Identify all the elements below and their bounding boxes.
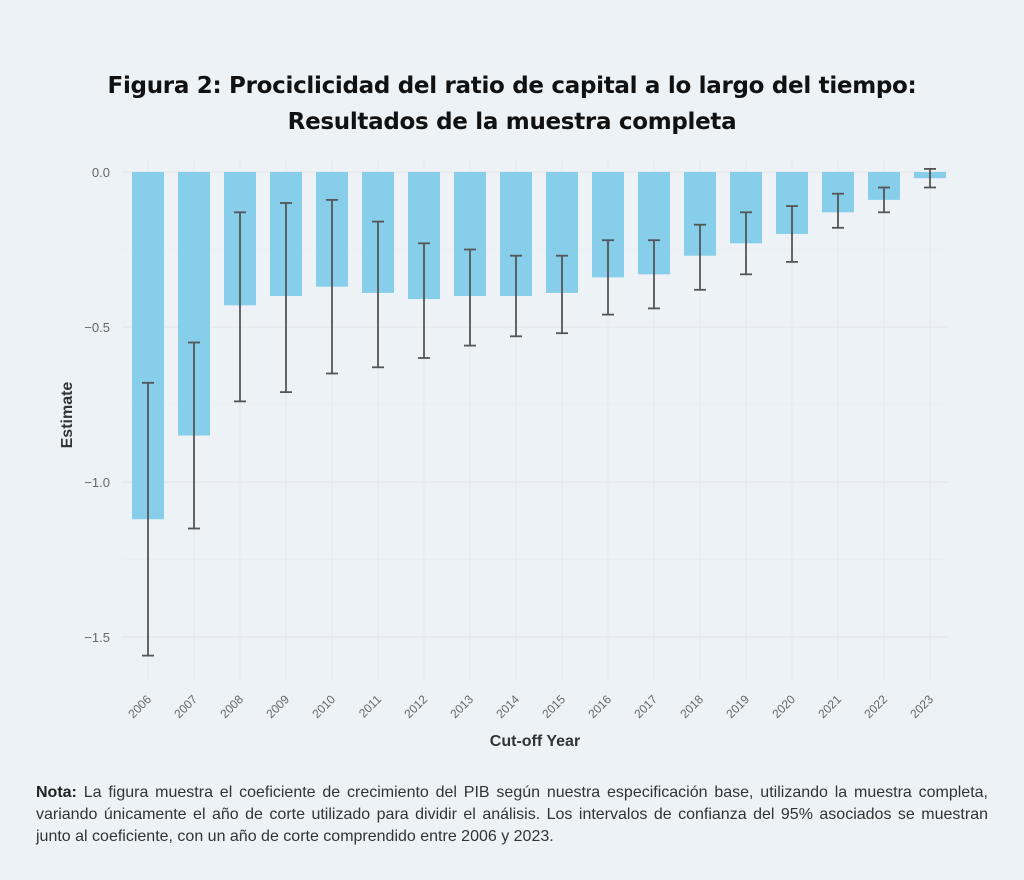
figure-title-line1: Figura 2: Prociclicidad del ratio de cap… <box>107 73 917 99</box>
x-tick-label: 2022 <box>861 692 890 721</box>
note-text: La figura muestra el coeficiente de crec… <box>36 784 988 845</box>
x-axis-label: Cut-off Year <box>490 733 580 750</box>
y-axis-label: Estimate <box>59 382 76 449</box>
x-tick-label: 2012 <box>401 692 430 721</box>
x-tick-label: 2015 <box>539 692 568 721</box>
x-tick-label: 2006 <box>125 692 154 721</box>
x-tick-label: 2009 <box>263 692 292 721</box>
note-label: Nota: <box>36 784 77 801</box>
figure-note: Nota: La figura muestra el coeficiente d… <box>36 782 988 848</box>
x-tick-label: 2010 <box>309 692 338 721</box>
figure-title: Figura 2: Prociclicidad del ratio de cap… <box>0 68 1024 140</box>
bar-chart: 0.0 −0.5 −1.0 −1.5 2006 2007 2008 2009 2010 2011 2… <box>59 165 948 750</box>
x-tick-label: 2017 <box>631 692 660 721</box>
y-tick-label: −1.5 <box>84 630 110 645</box>
x-tick-label: 2023 <box>907 692 936 721</box>
y-tick-label: −0.5 <box>84 320 110 335</box>
x-tick-label: 2020 <box>769 692 798 721</box>
x-tick-label: 2011 <box>356 692 384 720</box>
x-tick-label: 2016 <box>585 692 614 721</box>
x-tick-label: 2007 <box>171 692 200 721</box>
y-tick-label: −1.0 <box>84 475 110 490</box>
x-tick-label: 2021 <box>815 692 844 721</box>
x-tick-label: 2014 <box>493 692 522 721</box>
x-tick-label: 2018 <box>677 692 706 721</box>
y-tick-label: 0.0 <box>92 165 110 180</box>
x-tick-label: 2019 <box>723 692 752 721</box>
x-tick-label: 2013 <box>447 692 476 721</box>
figure-title-line2: Resultados de la muestra completa <box>287 109 737 135</box>
x-tick-label: 2008 <box>217 692 246 721</box>
